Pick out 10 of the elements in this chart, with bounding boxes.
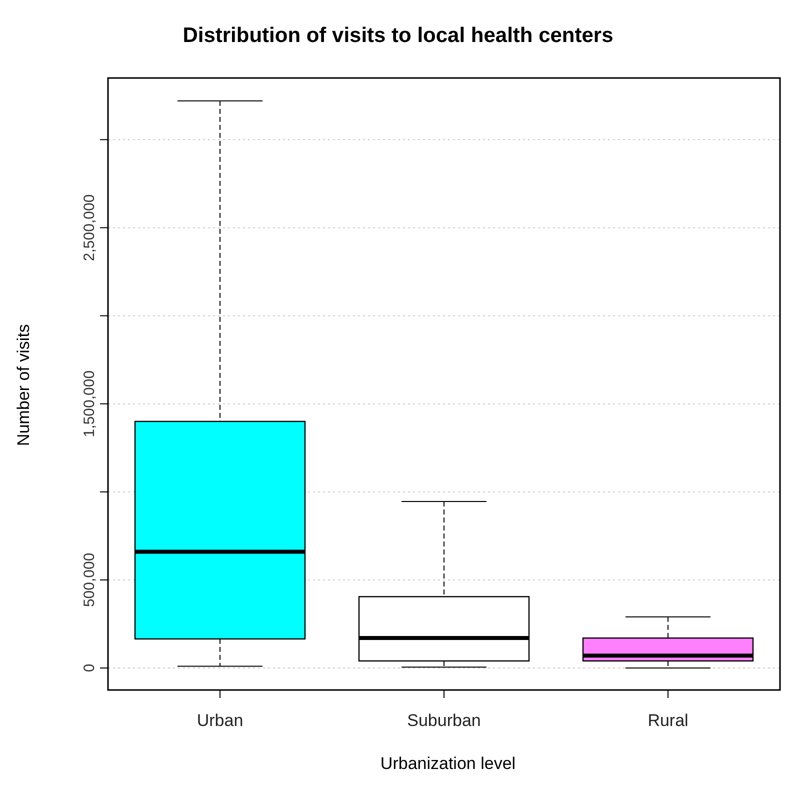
y-tick-label: 2,500,000 bbox=[81, 194, 98, 262]
x-tick-label: Rural bbox=[648, 711, 688, 730]
chart-title: Distribution of visits to local health centers bbox=[182, 24, 614, 48]
x-tick-label: Suburban bbox=[407, 711, 481, 730]
y-tick-label: 500,000 bbox=[81, 552, 98, 608]
y-tick-label: 0 bbox=[81, 664, 98, 672]
x-axis-title: Urbanization level bbox=[379, 754, 517, 774]
y-tick-label: 1,500,000 bbox=[81, 370, 98, 438]
x-tick-label: Urban bbox=[196, 711, 244, 730]
y-axis-title: Number of visits bbox=[14, 324, 34, 446]
